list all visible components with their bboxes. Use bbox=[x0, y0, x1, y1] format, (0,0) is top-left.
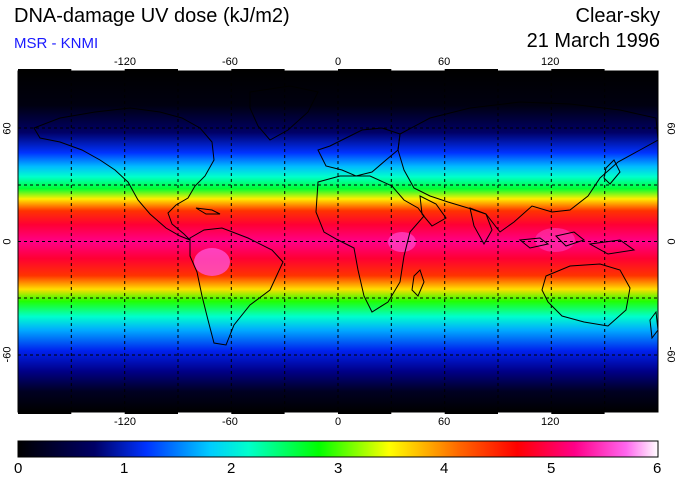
lon-tick-top: 60 bbox=[438, 56, 451, 68]
lon-tick-top: 0 bbox=[335, 56, 342, 68]
lon-tick-bottom: -60 bbox=[222, 416, 238, 428]
lon-tick-bottom: -120 bbox=[114, 416, 137, 428]
lat-tick-right: 0 bbox=[664, 238, 677, 245]
coastlines bbox=[33, 85, 658, 346]
lon-tick-bottom: 0 bbox=[335, 416, 342, 428]
colorbar-tick: 6 bbox=[653, 460, 662, 477]
date-label: 21 March 1996 bbox=[526, 30, 660, 52]
graticule bbox=[18, 71, 658, 412]
lon-tick-bottom: 120 bbox=[541, 416, 560, 428]
lat-tick-left: 60 bbox=[1, 122, 14, 135]
lon-tick-top: -60 bbox=[222, 56, 238, 68]
map-title: DNA-damage UV dose (kJ/m2) bbox=[14, 5, 290, 27]
colorbar-tick: 1 bbox=[120, 460, 129, 477]
indonesia-hotspot bbox=[535, 228, 575, 252]
lon-tick-bottom: 60 bbox=[438, 416, 451, 428]
lat-tick-right: -60 bbox=[664, 346, 677, 363]
colorbar-tick: 4 bbox=[440, 460, 449, 477]
colorbar-tick: 3 bbox=[334, 460, 343, 477]
lat-tick-left: -60 bbox=[1, 346, 14, 363]
andes-hotspot bbox=[194, 248, 230, 276]
lat-tick-right: 60 bbox=[664, 122, 677, 135]
colorbar-tick: 0 bbox=[14, 460, 23, 477]
lon-tick-top: 120 bbox=[541, 56, 560, 68]
colorbar-tick: 5 bbox=[547, 460, 556, 477]
map-subtitle: MSR - KNMI bbox=[14, 35, 99, 52]
condition-label: Clear-sky bbox=[575, 5, 660, 27]
map-border-ticks bbox=[18, 69, 605, 414]
colorbar-frame bbox=[17, 440, 659, 458]
colorbar-tick: 2 bbox=[227, 460, 236, 477]
lat-tick-left: 0 bbox=[1, 238, 14, 245]
colorbar bbox=[18, 441, 658, 457]
lon-tick-top: -120 bbox=[114, 56, 137, 68]
